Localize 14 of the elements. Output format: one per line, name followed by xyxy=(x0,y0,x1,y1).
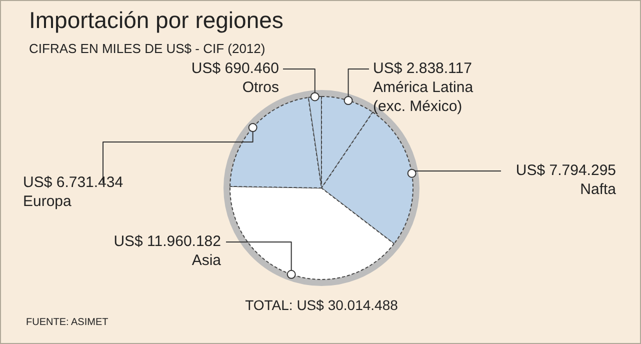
data-label: US$ 690.460 xyxy=(191,60,279,77)
slice-label: América Latina (exc. México) xyxy=(373,79,474,115)
chart-subtitle: CIFRAS EN MILES DE US$ - CIF (2012) xyxy=(29,41,266,56)
chart-title: Importación por regiones xyxy=(29,7,284,34)
data-label: US$ 6.731.434 xyxy=(23,174,124,191)
slice-label: Otros xyxy=(242,79,279,96)
text: TOTAL: US$ 30.014.488 xyxy=(244,297,399,313)
data-label: US$ 7.794.295 xyxy=(516,162,616,179)
slice-label: Nafta xyxy=(580,181,617,198)
source-note: FUENTE: ASIMET xyxy=(26,317,108,328)
slice-label: Europa xyxy=(23,193,72,210)
data-label: US$ 2.838.117 xyxy=(373,60,472,77)
slice-label: Asia xyxy=(192,252,222,269)
data-label: US$ 11.960.182 xyxy=(114,233,221,250)
